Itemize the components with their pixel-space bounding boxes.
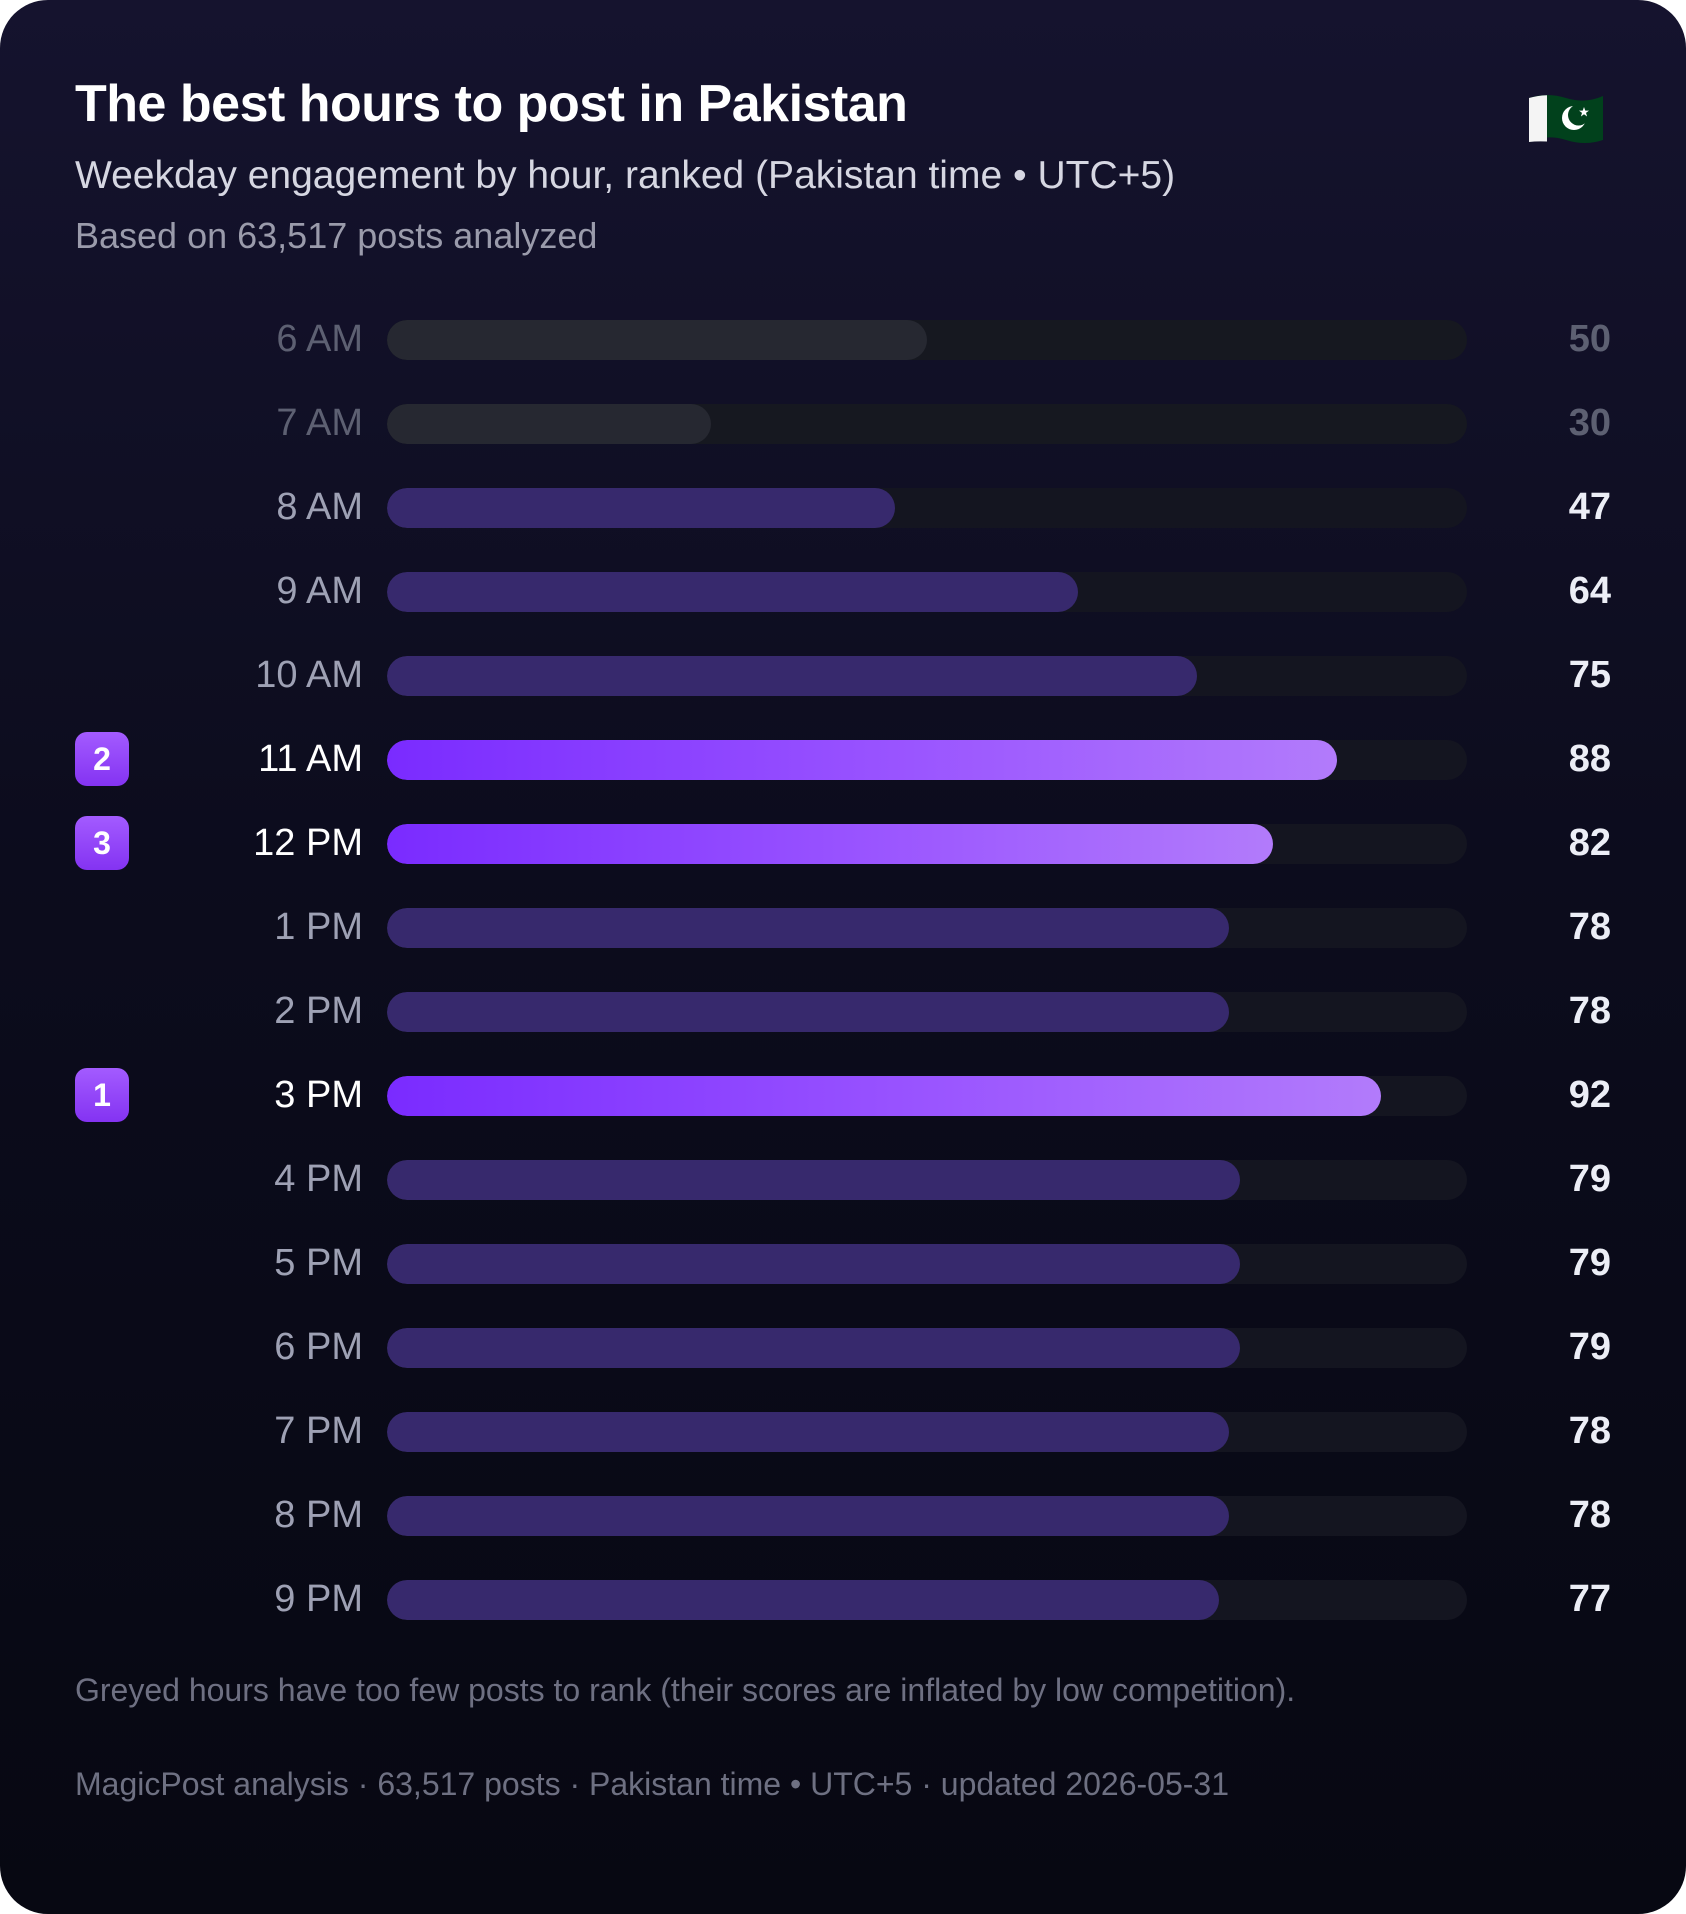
hour-label: 8 AM	[276, 486, 363, 528]
hour-label: 9 PM	[274, 1578, 363, 1620]
bar-row: 5 PM 79	[0, 1234, 1686, 1294]
bar	[387, 992, 1229, 1032]
bar-row: 1 PM 78	[0, 898, 1686, 958]
hour-label: 4 PM	[274, 1158, 363, 1200]
bar-row: 2 PM 78	[0, 982, 1686, 1042]
bar	[387, 404, 711, 444]
bar-track	[387, 1328, 1467, 1368]
hour-label: 7 AM	[276, 402, 363, 444]
bar	[387, 1160, 1240, 1200]
bar	[387, 824, 1273, 864]
value-label: 50	[1568, 318, 1611, 360]
bar-track	[387, 1160, 1467, 1200]
value-label: 82	[1568, 822, 1611, 864]
rank-badge: 2	[75, 732, 129, 786]
bar	[387, 1412, 1229, 1452]
bar-row: 8 AM 47	[0, 478, 1686, 538]
bar-track	[387, 488, 1467, 528]
hour-label: 9 AM	[276, 570, 363, 612]
hour-label: 3 PM	[274, 1074, 363, 1116]
value-label: 64	[1568, 570, 1611, 612]
bar-row: 7 AM 30	[0, 394, 1686, 454]
bar	[387, 740, 1337, 780]
rank-badge: 1	[75, 1068, 129, 1122]
bar	[387, 488, 895, 528]
bar-track	[387, 320, 1467, 360]
bar	[387, 1496, 1229, 1536]
bar-track	[387, 1244, 1467, 1284]
value-label: 30	[1568, 402, 1611, 444]
value-label: 47	[1568, 486, 1611, 528]
bar-row: 9 AM 64	[0, 562, 1686, 622]
hour-label: 6 PM	[274, 1326, 363, 1368]
hour-label: 7 PM	[274, 1410, 363, 1452]
bar	[387, 656, 1197, 696]
bar	[387, 1244, 1240, 1284]
hour-label: 10 AM	[255, 654, 363, 696]
pakistan-flag-icon	[1529, 95, 1603, 143]
value-label: 75	[1568, 654, 1611, 696]
sample-size-note: Based on 63,517 posts analyzed	[75, 215, 598, 256]
bar-row: 4 PM 79	[0, 1150, 1686, 1210]
value-label: 79	[1568, 1326, 1611, 1368]
bar-row: 8 PM 78	[0, 1486, 1686, 1546]
bar-row: 6 PM 79	[0, 1318, 1686, 1378]
bar-row: 7 PM 78	[0, 1402, 1686, 1462]
rank-badge: 3	[75, 816, 129, 870]
value-label: 79	[1568, 1158, 1611, 1200]
value-label: 77	[1568, 1578, 1611, 1620]
bar-track	[387, 572, 1467, 612]
bar	[387, 320, 927, 360]
hour-label: 12 PM	[253, 822, 363, 864]
value-label: 78	[1568, 1410, 1611, 1452]
bar	[387, 1580, 1219, 1620]
hour-label: 8 PM	[274, 1494, 363, 1536]
bar-track	[387, 1412, 1467, 1452]
bar-row: 3 12 PM 82	[0, 814, 1686, 874]
bar-track	[387, 992, 1467, 1032]
bar-row: 2 11 AM 88	[0, 730, 1686, 790]
hour-label: 6 AM	[276, 318, 363, 360]
bar-track	[387, 908, 1467, 948]
bar-track	[387, 656, 1467, 696]
bar-track	[387, 1580, 1467, 1620]
value-label: 78	[1568, 906, 1611, 948]
value-label: 92	[1568, 1074, 1611, 1116]
bar-row: 1 3 PM 92	[0, 1066, 1686, 1126]
value-label: 78	[1568, 990, 1611, 1032]
bar-row: 6 AM 50	[0, 310, 1686, 370]
hour-label: 2 PM	[274, 990, 363, 1032]
bar-row: 9 PM 77	[0, 1570, 1686, 1630]
hour-label: 5 PM	[274, 1242, 363, 1284]
bar-track	[387, 824, 1467, 864]
bar	[387, 1328, 1240, 1368]
hour-label: 11 AM	[258, 738, 363, 780]
chart-subtitle: Weekday engagement by hour, ranked (Paki…	[75, 154, 1176, 197]
bar	[387, 572, 1078, 612]
hour-label: 1 PM	[274, 906, 363, 948]
bar-row: 10 AM 75	[0, 646, 1686, 706]
bar-track	[387, 1076, 1467, 1116]
value-label: 78	[1568, 1494, 1611, 1536]
bar	[387, 1076, 1381, 1116]
value-label: 88	[1568, 738, 1611, 780]
bar-track	[387, 740, 1467, 780]
bar-track	[387, 404, 1467, 444]
footer-credit: MagicPost analysis · 63,517 posts · Paki…	[75, 1766, 1230, 1802]
greyed-hours-note: Greyed hours have too few posts to rank …	[75, 1672, 1296, 1708]
bar-track	[387, 1496, 1467, 1536]
value-label: 79	[1568, 1242, 1611, 1284]
chart-title: The best hours to post in Pakistan	[75, 75, 908, 133]
bar	[387, 908, 1229, 948]
